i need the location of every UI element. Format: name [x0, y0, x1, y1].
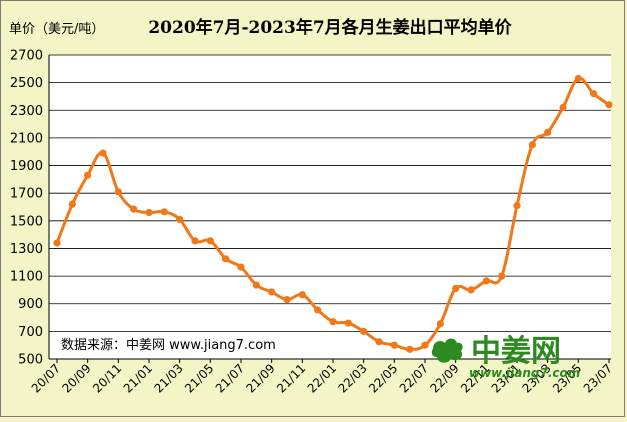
data-point — [436, 320, 444, 328]
data-point — [252, 281, 260, 289]
x-tick-label: 21/07 — [213, 361, 247, 395]
y-axis-ticks: 500 700 900 1100 1300 1500 1700 1900 2100 2300 250… — [10, 49, 43, 368]
data-point — [452, 284, 460, 293]
y-tick-label: 1100 — [10, 270, 43, 285]
data-point — [176, 215, 184, 224]
y-tick-label: 1300 — [10, 242, 43, 257]
data-point — [390, 341, 398, 349]
x-tick-label: 21/05 — [182, 361, 216, 395]
x-tick-label: 20/09 — [59, 361, 93, 395]
data-point — [344, 319, 352, 327]
data-point — [130, 205, 138, 213]
logo: 中姜网 www.jiang7.com — [431, 334, 580, 380]
data-point — [329, 318, 337, 326]
data-point — [559, 103, 567, 112]
x-tick-label: 21/01 — [121, 361, 155, 395]
data-point — [68, 200, 76, 208]
data-point — [406, 345, 414, 353]
data-point — [421, 341, 429, 349]
y-tick-label: 2300 — [10, 104, 43, 119]
y-axis-label: 单价（美元/吨） — [9, 22, 104, 37]
data-point — [375, 338, 383, 346]
x-tick-label: 22/01 — [305, 361, 339, 395]
y-tick-label: 1700 — [10, 187, 43, 202]
data-point — [574, 74, 582, 83]
data-point — [482, 277, 490, 285]
data-point — [513, 202, 521, 210]
data-point — [114, 188, 122, 196]
x-tick-label: 22/07 — [397, 361, 431, 395]
y-tick-label: 900 — [18, 297, 43, 312]
x-tick-label: 21/03 — [151, 361, 185, 395]
x-tick-label: 22/03 — [335, 361, 369, 395]
y-tick-label: 2100 — [10, 131, 43, 146]
data-point — [206, 237, 214, 245]
data-point — [191, 237, 199, 245]
logo-url: www.jiang7.com — [469, 366, 580, 380]
y-tick-label: 500 — [18, 353, 43, 368]
logo-text: 中姜网 — [471, 334, 561, 369]
chart-title: 2020年7月-2023年7月各月生姜出口平均单价 — [148, 17, 512, 38]
data-point — [544, 128, 552, 136]
gridlines — [49, 54, 611, 332]
x-tick-label: 20/11 — [90, 361, 124, 395]
y-tick-label: 1500 — [10, 214, 43, 229]
series-price — [53, 74, 613, 353]
data-point — [53, 239, 61, 247]
x-tick-label: 22/09 — [427, 361, 461, 395]
y-tick-label: 1900 — [10, 159, 43, 174]
data-point — [160, 208, 168, 216]
data-point — [528, 141, 536, 149]
source-note: 数据来源：中姜网 www.jiang7.com — [61, 338, 276, 353]
x-tick-label: 23/07 — [581, 361, 615, 395]
y-tick-label: 700 — [18, 325, 43, 340]
data-point — [360, 327, 368, 335]
ginger-icon — [431, 338, 463, 363]
data-point — [590, 90, 598, 98]
data-point — [84, 171, 92, 179]
x-tick-label: 21/09 — [243, 361, 277, 395]
x-tick-label: 22/05 — [366, 361, 400, 395]
data-point — [145, 208, 153, 217]
x-tick-label: 21/11 — [274, 361, 308, 395]
y-tick-label: 2500 — [10, 76, 43, 91]
data-point — [222, 255, 230, 263]
y-tick-label: 2700 — [10, 49, 43, 64]
data-point — [314, 306, 322, 314]
data-point — [237, 263, 245, 271]
data-point — [605, 101, 613, 109]
data-point — [283, 295, 291, 304]
data-point — [99, 149, 107, 157]
data-point — [467, 286, 475, 294]
data-point — [498, 272, 506, 280]
data-point — [268, 288, 276, 296]
data-point — [298, 291, 306, 299]
